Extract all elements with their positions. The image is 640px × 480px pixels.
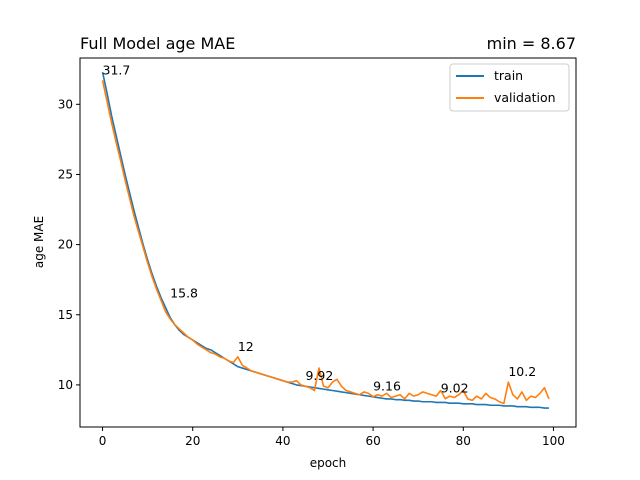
x-tick-label: 20: [185, 434, 200, 448]
data-label: 9.16: [373, 379, 401, 394]
series-lines: [101, 71, 550, 409]
data-label: 9.92: [305, 368, 333, 383]
y-tick-label: 25: [58, 167, 73, 181]
y-tick-label: 20: [58, 238, 73, 252]
legend: train validation: [449, 63, 570, 112]
x-tick-label: 100: [542, 434, 565, 448]
data-annotations: 31.7 15.8 12 9.92 9.16 9.02 10.2: [103, 62, 537, 395]
y-axis-label: age MAE: [32, 216, 46, 268]
y-tick-label: 15: [58, 308, 73, 322]
x-tick-label: 40: [275, 434, 290, 448]
y-tick-label: 10: [58, 378, 73, 392]
chart-title: Full Model age MAE: [80, 34, 235, 53]
x-axis-label: epoch: [310, 456, 347, 470]
x-tick-label: 80: [456, 434, 471, 448]
chart-title-right: min = 8.67: [487, 34, 576, 53]
y-tick-label: 30: [58, 97, 73, 111]
data-label: 31.7: [103, 62, 131, 77]
axis-ticks: 0 20 40 60 80 100 10 15 20 25 30: [58, 97, 565, 448]
series-line-validation: [101, 80, 550, 405]
data-label: 9.02: [441, 381, 469, 396]
legend-label-validation: validation: [494, 90, 556, 105]
data-label: 12: [238, 339, 254, 354]
legend-label-train: train: [494, 68, 523, 83]
plot-area: 0 20 40 60 80 100 10 15 20 25 30 31.7 15.8 12 9.92 9.1…: [58, 57, 577, 448]
axes-frame: [79, 57, 577, 428]
data-label: 10.2: [508, 364, 536, 379]
data-label: 15.8: [170, 286, 198, 301]
x-tick-label: 0: [99, 434, 107, 448]
x-tick-label: 60: [365, 434, 380, 448]
